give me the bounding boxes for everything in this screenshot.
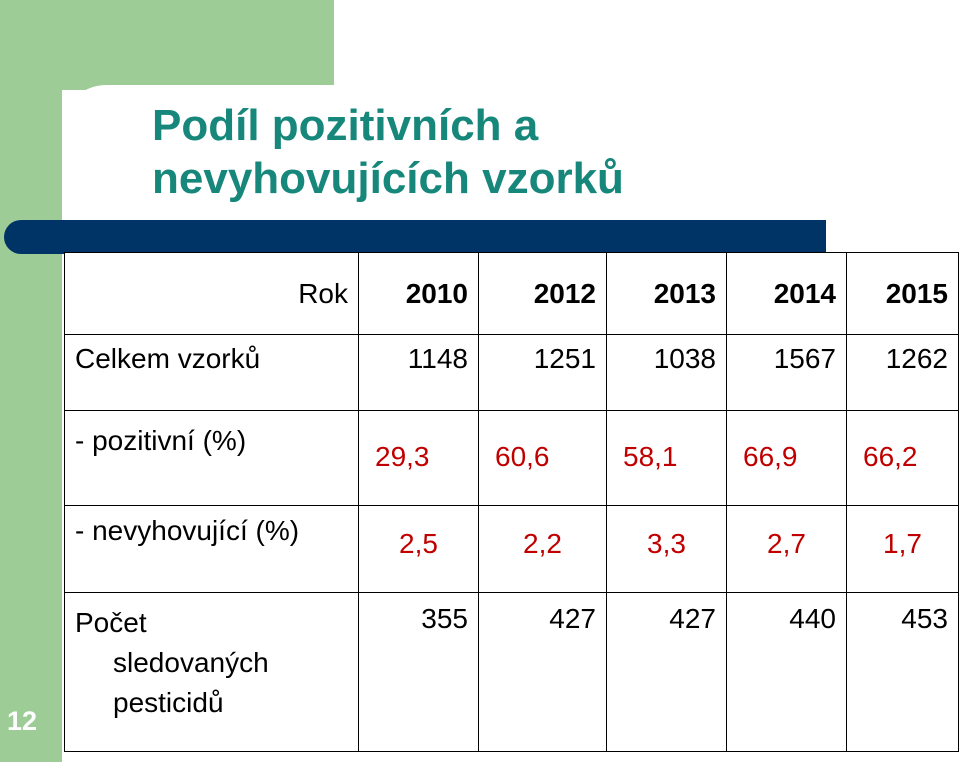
year-header-cell: 2010: [358, 252, 479, 335]
row-label-line: pesticidů: [113, 687, 224, 718]
top-green-band: [0, 0, 334, 90]
year-header-label: Rok: [64, 252, 359, 335]
slide-title-line-1: Podíl pozitivních a: [152, 101, 539, 150]
table-header-row: Rok 2010 2012 2013 2014 2015: [64, 252, 959, 335]
table-row-pesticides: Počet sledovaných pesticidů 355 427 427 …: [64, 592, 959, 752]
table-cell: 58,1: [606, 410, 727, 506]
year-header-cell: 2012: [478, 252, 607, 335]
table-cell: 60,6: [478, 410, 607, 506]
table-cell: 66,9: [726, 410, 847, 506]
table-cell: 440: [726, 592, 847, 752]
table-cell: 427: [606, 592, 727, 752]
table-row-positive: - pozitivní (%) 29,3 60,6 58,1 66,9 66,2: [64, 410, 959, 506]
table-cell: 2,7: [726, 505, 847, 593]
row-label-total-samples: Celkem vzorků: [64, 334, 359, 411]
year-header-cell: 2014: [726, 252, 847, 335]
slide-title-line-2: nevyhovujících vzorků: [152, 154, 624, 203]
row-label-line: Počet: [75, 607, 147, 638]
table-cell: 355: [358, 592, 479, 752]
title-underline-bar: [4, 220, 826, 254]
table-cell: 1,7: [846, 505, 959, 593]
table-cell: 1567: [726, 334, 847, 411]
table-cell: 66,2: [846, 410, 959, 506]
left-green-band: [0, 0, 62, 762]
row-label-line: sledovaných: [113, 647, 269, 678]
table-cell: 1251: [478, 334, 607, 411]
table-cell: 453: [846, 592, 959, 752]
table-cell: 3,3: [606, 505, 727, 593]
slide-number: 12: [6, 706, 38, 736]
table-cell: 1262: [846, 334, 959, 411]
row-label-pesticides: Počet sledovaných pesticidů: [64, 592, 359, 752]
statistics-table: Rok 2010 2012 2013 2014 2015 Celkem vzor…: [64, 252, 959, 752]
table-cell: 1148: [358, 334, 479, 411]
slide-title: Podíl pozitivních a nevyhovujících vzork…: [152, 99, 852, 205]
table-cell: 29,3: [358, 410, 479, 506]
year-header-cell: 2013: [606, 252, 727, 335]
row-label-positive: - pozitivní (%): [64, 410, 359, 506]
table-row-total-samples: Celkem vzorků 1148 1251 1038 1567 1262: [64, 334, 959, 411]
year-header-cell: 2015: [846, 252, 959, 335]
row-label-noncompliant: - nevyhovující (%): [64, 505, 359, 593]
table-cell: 1038: [606, 334, 727, 411]
table-cell: 427: [478, 592, 607, 752]
table-cell: 2,2: [478, 505, 607, 593]
table-row-noncompliant: - nevyhovující (%) 2,5 2,2 3,3 2,7 1,7: [64, 505, 959, 593]
table-cell: 2,5: [358, 505, 479, 593]
